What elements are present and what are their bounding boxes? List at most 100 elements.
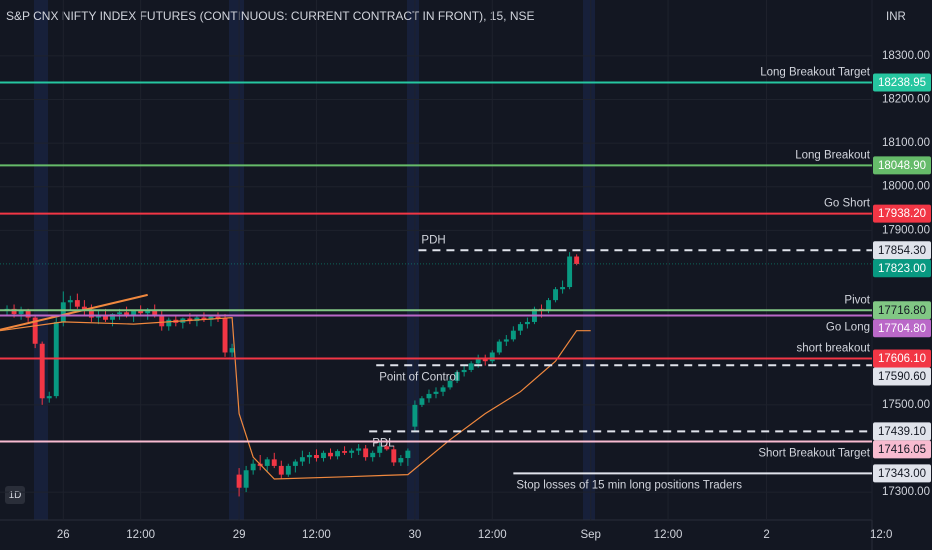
candle-body [321,452,326,459]
candle-body [236,474,242,488]
y-tick-label: 18100.00 [882,137,930,149]
level-label: Go Short [824,198,871,210]
price-label: 17343.00 [878,468,926,480]
level-label: Go Long [826,322,870,334]
price-label-box [873,156,931,175]
x-tick-label: 26 [57,529,70,541]
candle-body [447,380,453,388]
candle-body [46,396,52,399]
price-label-box [873,241,931,260]
candle-body [384,446,390,450]
candle-body [95,315,101,318]
interval-button-label[interactable]: 1D [9,490,22,501]
candle-body [363,448,369,458]
candle-body [32,317,38,344]
candle-body [405,450,411,459]
chart-title: S&P CNX NIFTY INDEX FUTURES (CONTINUOUS:… [6,9,535,23]
price-label-box [873,440,931,459]
candle-body [25,309,31,318]
candle-body [222,318,228,353]
price-label: 17716.80 [878,305,926,317]
x-tick-label: 12:0 [870,529,892,541]
candle-body [124,312,130,316]
candle-body [243,470,249,488]
vwap-line [0,316,591,480]
candle-body [264,459,270,466]
candle-body [74,300,80,307]
candle-body [433,391,439,394]
y-tick-label: 17900.00 [882,224,930,236]
candle-body [299,457,305,462]
price-label: 18048.90 [878,160,926,172]
price-label: 17854.30 [878,245,926,257]
price-label-box [873,349,931,368]
price-label: 17416.05 [878,444,926,456]
price-label-box [873,422,931,441]
plot: Long Breakout Target Long Breakout Go Shor… [0,67,872,497]
candle-body [349,450,355,453]
x-tick-label: 12:00 [126,529,155,541]
candle-body [67,300,73,303]
y-tick-label: 17500.00 [882,399,930,411]
candle-body [482,359,488,362]
x-tick-label: Sep [580,529,600,541]
candle-body [377,446,383,453]
price-label-box [873,204,931,223]
candle-body [60,302,66,322]
price-label-box [873,259,931,278]
candle-body [560,287,566,290]
candle-body [208,316,214,320]
candle-body [201,317,207,320]
candle-body [278,465,284,475]
axes: 26 12:00 29 12:00 30 12:00 Sep 12:00 2 12:0 18300.… [57,50,931,541]
x-tick-label: 12:00 [478,529,507,541]
y-tick-label: 17300.00 [882,486,930,498]
candle-body [553,289,559,301]
candle-body [145,309,151,314]
candle-body [517,324,523,331]
candle-body [489,352,495,362]
interval-button[interactable] [5,486,25,504]
level-label: short breakout [796,343,870,355]
candle-body [18,309,24,315]
candle-body [229,348,235,353]
candle-body [250,463,256,471]
price-label-box [873,464,931,483]
level-label: Short Breakout Target [758,447,870,459]
candle-body [138,311,144,314]
level-label: Long Breakout Target [760,67,871,79]
price-label: 17606.10 [878,353,926,365]
level-label: Stop losses of 15 min long positions Tra… [516,479,742,491]
candle-body [574,256,580,264]
x-tick-label: 12:00 [302,529,331,541]
candle-body [335,451,341,457]
price-label: 17704.80 [878,323,926,335]
level-label: Long Breakout [795,149,871,161]
grid [0,0,873,520]
candle-body [454,372,460,381]
y-tick-label: 18300.00 [882,50,930,62]
candle-body [419,398,425,405]
price-label: 17823.00 [878,263,926,275]
candle-body [426,393,432,399]
x-tick-label: 30 [409,529,422,541]
x-tick-label: 29 [233,529,246,541]
candle-body [215,316,221,319]
level-label: Point of Control [379,371,458,383]
session-band [229,0,244,520]
candle-body [496,341,502,353]
session-band [407,0,419,520]
candle-body [567,256,573,288]
candle-body [131,311,137,316]
candle-body [271,459,277,466]
price-label-box [873,319,931,338]
price-label-box [873,367,931,386]
y-tick-label: 18000.00 [882,181,930,193]
candle-body [370,452,376,458]
price-label: 18238.95 [878,77,926,89]
candle-body [103,315,108,320]
candle-body [187,318,193,322]
candle-body [39,343,45,399]
